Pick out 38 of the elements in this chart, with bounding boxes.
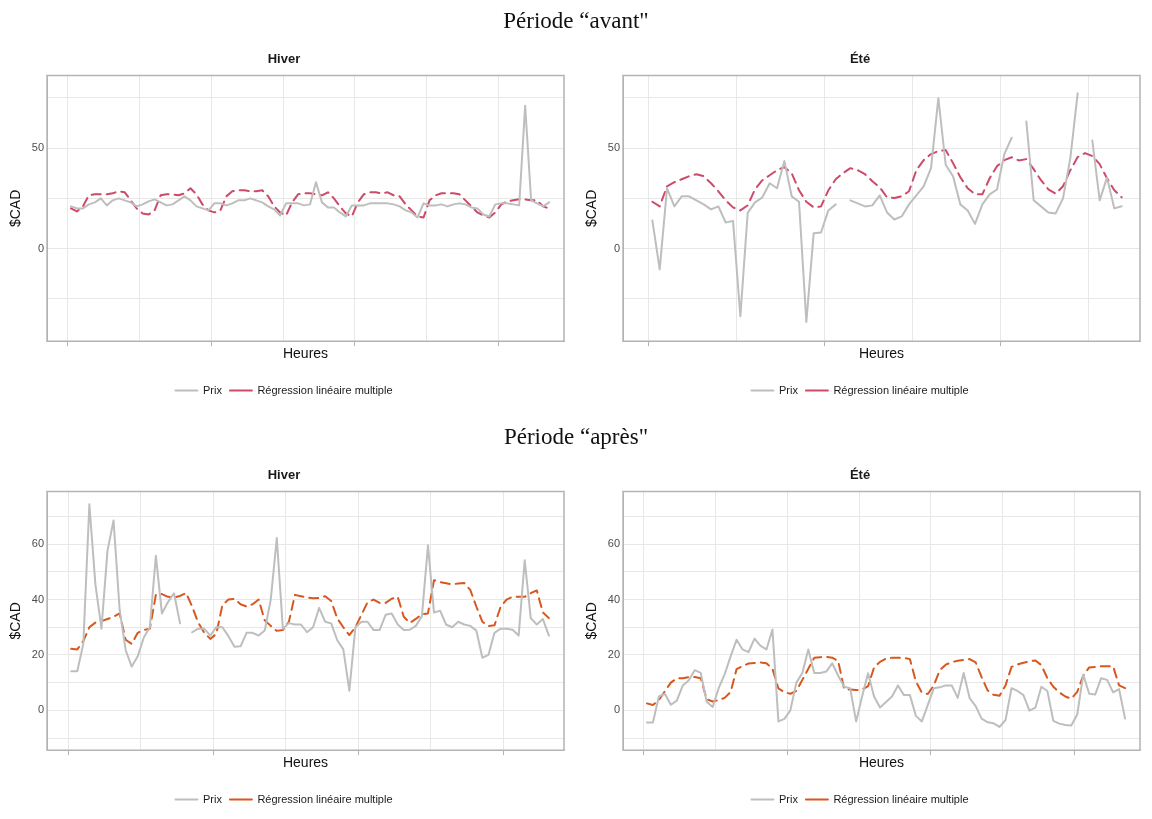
legend-label: Régression linéaire multiple — [257, 383, 393, 396]
x-axis-title: Heures — [858, 345, 905, 362]
y-tick-label: 60 — [607, 537, 621, 550]
y-tick-label: 20 — [31, 647, 45, 660]
line-series — [645, 655, 1127, 707]
y-axis-title: $CAD — [583, 189, 600, 228]
x-axis-title: Heures — [282, 754, 329, 771]
y-tick-label: 40 — [607, 592, 621, 605]
line-series — [70, 579, 550, 651]
legend-label: Prix — [202, 792, 223, 805]
y-axis-title: $CAD — [7, 189, 24, 228]
y-tick-label: 0 — [613, 703, 621, 716]
chart-subtitle: Période “après" — [502, 424, 650, 450]
y-tick-label: 20 — [607, 647, 621, 660]
x-axis-title: Heures — [282, 345, 329, 362]
y-axis-title: $CAD — [583, 602, 600, 640]
y-axis-title: $CAD — [7, 602, 24, 640]
chart-subtitle: Période “avant" — [502, 8, 650, 34]
legend-label: Prix — [778, 792, 799, 805]
chart-title: Hiver — [267, 467, 301, 483]
legend-label: Prix — [778, 383, 799, 396]
legend-label: Prix — [202, 383, 223, 396]
y-tick-label: 60 — [31, 537, 45, 550]
chart-title: Été — [849, 51, 871, 67]
legend-label: Régression linéaire multiple — [833, 383, 969, 396]
legend-label: Régression linéaire multiple — [257, 792, 393, 805]
y-tick-label: 0 — [37, 241, 45, 254]
line-series — [651, 149, 1123, 212]
legend-label: Régression linéaire multiple — [833, 792, 969, 805]
chart-title: Été — [849, 467, 871, 483]
y-tick-label: 0 — [613, 241, 621, 254]
y-tick-label: 50 — [607, 141, 621, 154]
x-axis-title: Heures — [858, 754, 905, 771]
line-series — [69, 187, 551, 219]
y-tick-label: 0 — [37, 703, 45, 716]
chart-title: Hiver — [267, 51, 301, 67]
y-tick-label: 40 — [31, 592, 45, 605]
y-tick-label: 50 — [31, 141, 45, 154]
